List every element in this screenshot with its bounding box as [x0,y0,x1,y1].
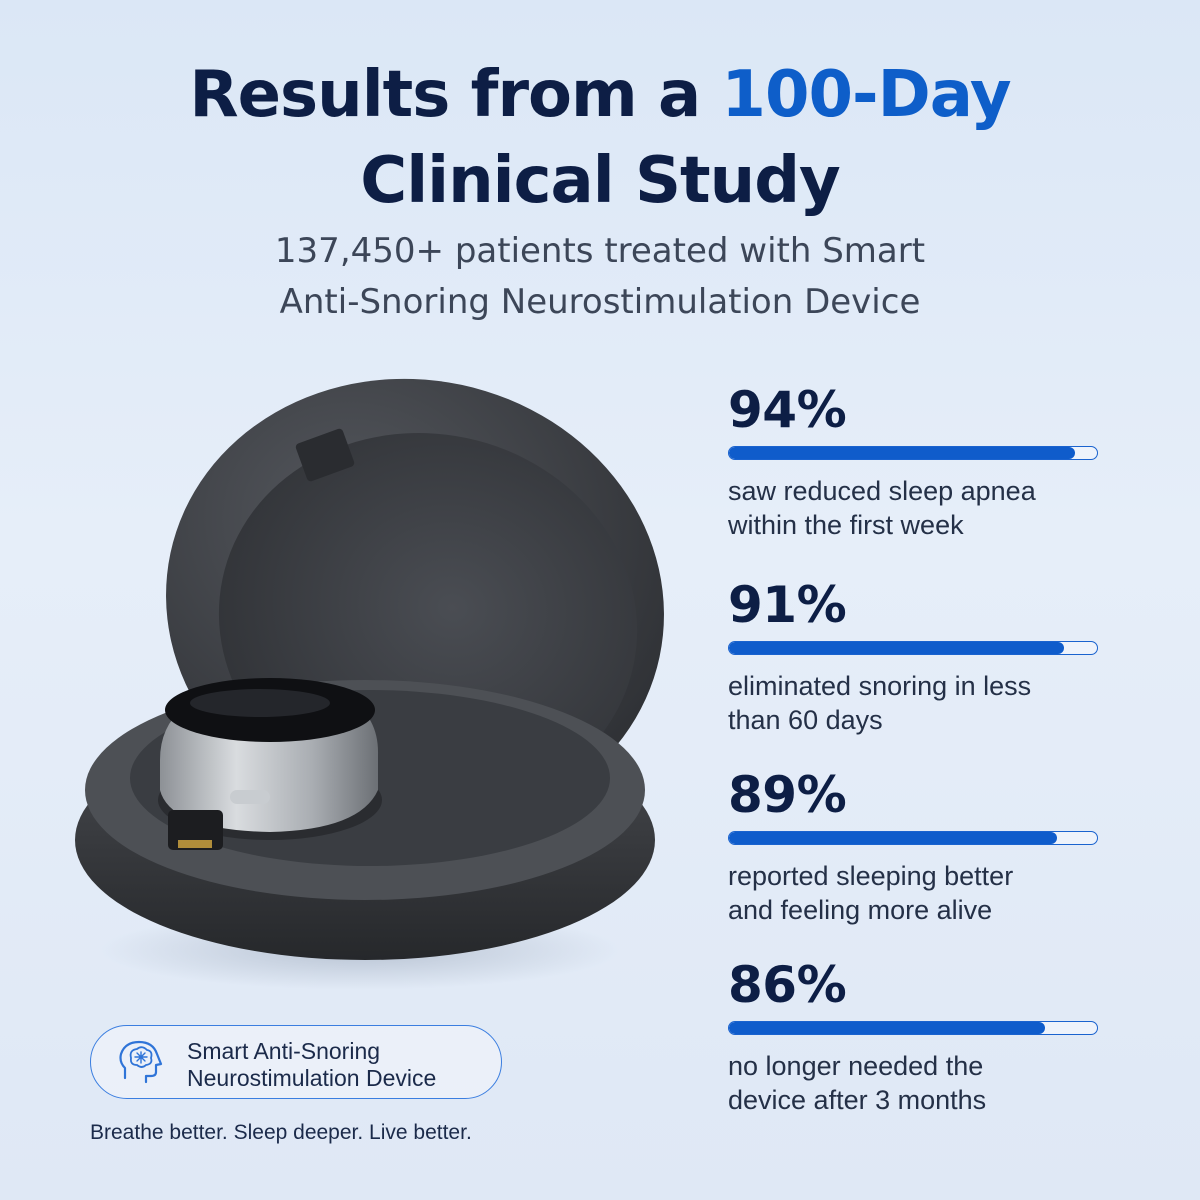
subheadline-line2: Anti-Snoring Neurostimulation Device [279,282,921,322]
stat-description-line1: reported sleeping better [728,861,1014,891]
headline-line1-text: Results from a [189,58,722,132]
badge-text: Smart Anti-Snoring Neurostimulation Devi… [187,1038,487,1092]
stat-value: 94% [728,381,847,439]
progress-bar [728,641,1098,655]
stat-item: 94% saw reduced sleep apnea within the f… [728,380,1108,542]
product-badge: Smart Anti-Snoring Neurostimulation Devi… [90,1025,502,1099]
progress-bar [728,1021,1098,1035]
stat-value: 86% [728,956,847,1014]
stat-item: 91% eliminated snoring in less than 60 d… [728,575,1108,737]
progress-bar-fill [729,447,1075,459]
stat-description: no longer needed the device after 3 mont… [728,1049,1108,1117]
headline-line2-text: Clinical Study [360,144,840,218]
badge-line2: Neurostimulation Device [187,1065,437,1091]
headline: Results from a 100-Day Clinical Study [0,52,1200,224]
subheadline: 137,450+ patients treated with Smart Ant… [0,226,1200,328]
stat-description: reported sleeping better and feeling mor… [728,859,1108,927]
stat-value: 91% [728,576,847,634]
charging-case-illustration [75,378,664,990]
progress-bar-fill [729,832,1057,844]
stat-description-line2: and feeling more alive [728,895,993,925]
tagline: Breathe better. Sleep deeper. Live bette… [90,1121,472,1144]
stat-description-line2: within the first week [728,510,964,540]
stat-item: 89% reported sleeping better and feeling… [728,765,1108,927]
progress-bar [728,446,1098,460]
product-image [60,360,680,1000]
stat-description-line1: no longer needed the [728,1051,984,1081]
badge-line1: Smart Anti-Snoring [187,1038,381,1064]
stat-item: 86% no longer needed the device after 3 … [728,955,1108,1117]
stat-description-line2: than 60 days [728,705,883,735]
progress-bar-fill [729,1022,1046,1034]
progress-bar [728,831,1098,845]
stat-description: eliminated snoring in less than 60 days [728,669,1108,737]
stat-description: saw reduced sleep apnea within the first… [728,474,1108,542]
stat-description-line2: device after 3 months [728,1085,987,1115]
stat-description-line1: saw reduced sleep apnea [728,476,1036,506]
stat-value: 89% [728,766,847,824]
headline-highlight: 100-Day [721,58,1011,132]
progress-bar-fill [729,642,1064,654]
stat-description-line1: eliminated snoring in less [728,671,1032,701]
brain-head-icon [119,1040,163,1084]
subheadline-line1: 137,450+ patients treated with Smart [274,231,926,271]
